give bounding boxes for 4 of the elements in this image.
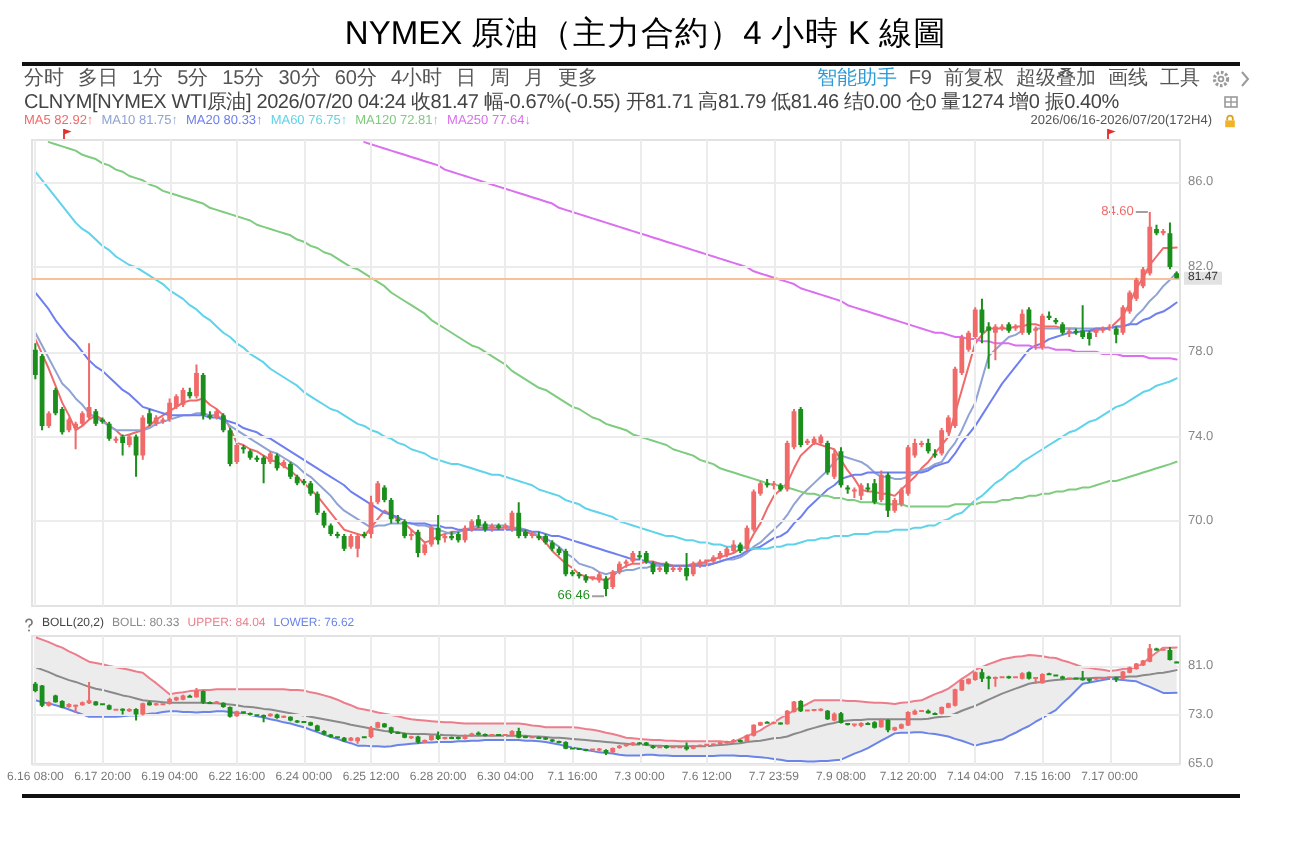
line-series — [34, 636, 1178, 743]
line-series — [34, 666, 1178, 748]
candlestick — [992, 676, 998, 687]
candlestick — [1080, 670, 1086, 681]
